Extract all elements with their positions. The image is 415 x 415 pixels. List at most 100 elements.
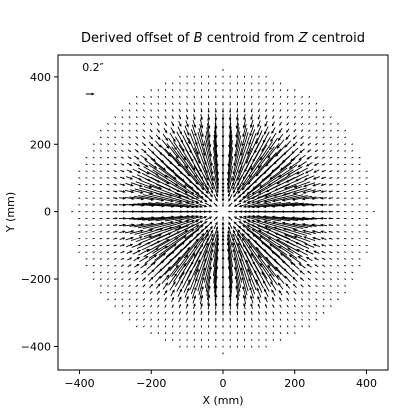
arrow — [114, 122, 117, 125]
arrow — [164, 318, 167, 321]
arrow — [178, 296, 182, 303]
arrow — [186, 75, 188, 78]
arrow — [121, 291, 124, 294]
arrow — [343, 211, 347, 213]
arrow — [143, 247, 159, 258]
arrow — [329, 298, 332, 301]
arrow — [143, 325, 145, 328]
arrow — [106, 278, 110, 281]
arrow — [281, 152, 294, 163]
arrow — [343, 278, 347, 281]
arrow — [286, 109, 289, 112]
arrow — [350, 204, 354, 206]
arrow — [336, 285, 339, 287]
arrow — [291, 195, 313, 201]
arrow — [258, 318, 260, 322]
arrow — [129, 189, 144, 194]
arrow — [194, 229, 209, 249]
arrow — [315, 122, 318, 125]
arrow — [171, 82, 174, 85]
arrow — [242, 220, 261, 231]
arrow — [107, 136, 110, 139]
arrow — [307, 142, 311, 146]
arrow — [319, 210, 328, 214]
arrow — [258, 108, 260, 113]
arrow — [229, 75, 231, 79]
arrow — [133, 203, 155, 207]
arrow — [106, 150, 110, 152]
arrow — [292, 188, 312, 195]
arrow — [265, 95, 267, 99]
arrow — [130, 182, 143, 188]
arrow — [195, 202, 208, 208]
arrow — [125, 182, 134, 187]
arrow — [214, 265, 219, 293]
arrow — [157, 325, 159, 328]
arrow — [255, 215, 291, 222]
arrow — [215, 324, 217, 328]
arrow — [171, 311, 174, 315]
arrow — [157, 102, 160, 105]
arrow — [228, 202, 233, 207]
arrow — [272, 338, 275, 341]
arrow — [150, 102, 152, 105]
arrow — [328, 197, 334, 200]
arrow — [306, 155, 312, 160]
arrow — [311, 230, 322, 234]
arrow — [106, 183, 110, 186]
arrow — [119, 183, 126, 187]
arrow — [128, 291, 131, 294]
arrow — [145, 178, 172, 191]
arrow — [160, 266, 171, 279]
arrow — [343, 170, 347, 172]
arrow — [329, 143, 332, 145]
arrow — [179, 338, 181, 341]
arrow — [143, 186, 173, 197]
arrow — [227, 256, 233, 289]
arrow — [193, 232, 209, 258]
arrow — [277, 133, 284, 142]
arrow — [200, 89, 203, 92]
arrow — [160, 144, 171, 157]
arrow — [184, 156, 205, 186]
arrow — [99, 150, 103, 152]
arrow — [135, 305, 138, 308]
arrow — [243, 102, 246, 106]
arrow — [265, 108, 268, 113]
arrow — [236, 82, 238, 85]
arrow — [143, 95, 145, 99]
arrow — [278, 164, 298, 178]
arrow — [277, 282, 284, 290]
arrow — [293, 290, 297, 295]
arrow — [164, 311, 167, 315]
arrow — [150, 311, 152, 315]
arrow — [233, 202, 242, 207]
arrow — [164, 109, 167, 112]
arrow — [246, 224, 272, 240]
arrow — [186, 250, 202, 281]
arrow — [204, 202, 213, 207]
arrow — [207, 302, 211, 310]
arrow — [106, 258, 110, 260]
arrow — [92, 265, 95, 267]
arrow — [119, 244, 126, 247]
arrow — [85, 251, 88, 253]
arrow — [262, 215, 299, 222]
arrow — [200, 75, 202, 79]
arrow — [175, 202, 200, 209]
arrow — [114, 136, 117, 139]
arrow — [148, 193, 183, 204]
arrow — [106, 210, 111, 213]
arrow — [336, 150, 340, 152]
arrow — [244, 345, 246, 348]
arrow — [251, 192, 282, 204]
arrow — [92, 190, 96, 192]
arrow — [106, 265, 110, 267]
arrow — [193, 114, 196, 121]
arrow — [336, 177, 340, 179]
arrow — [156, 224, 190, 240]
arrow — [186, 142, 202, 173]
arrow — [141, 277, 147, 282]
arrow — [258, 82, 260, 85]
arrow — [214, 113, 218, 121]
